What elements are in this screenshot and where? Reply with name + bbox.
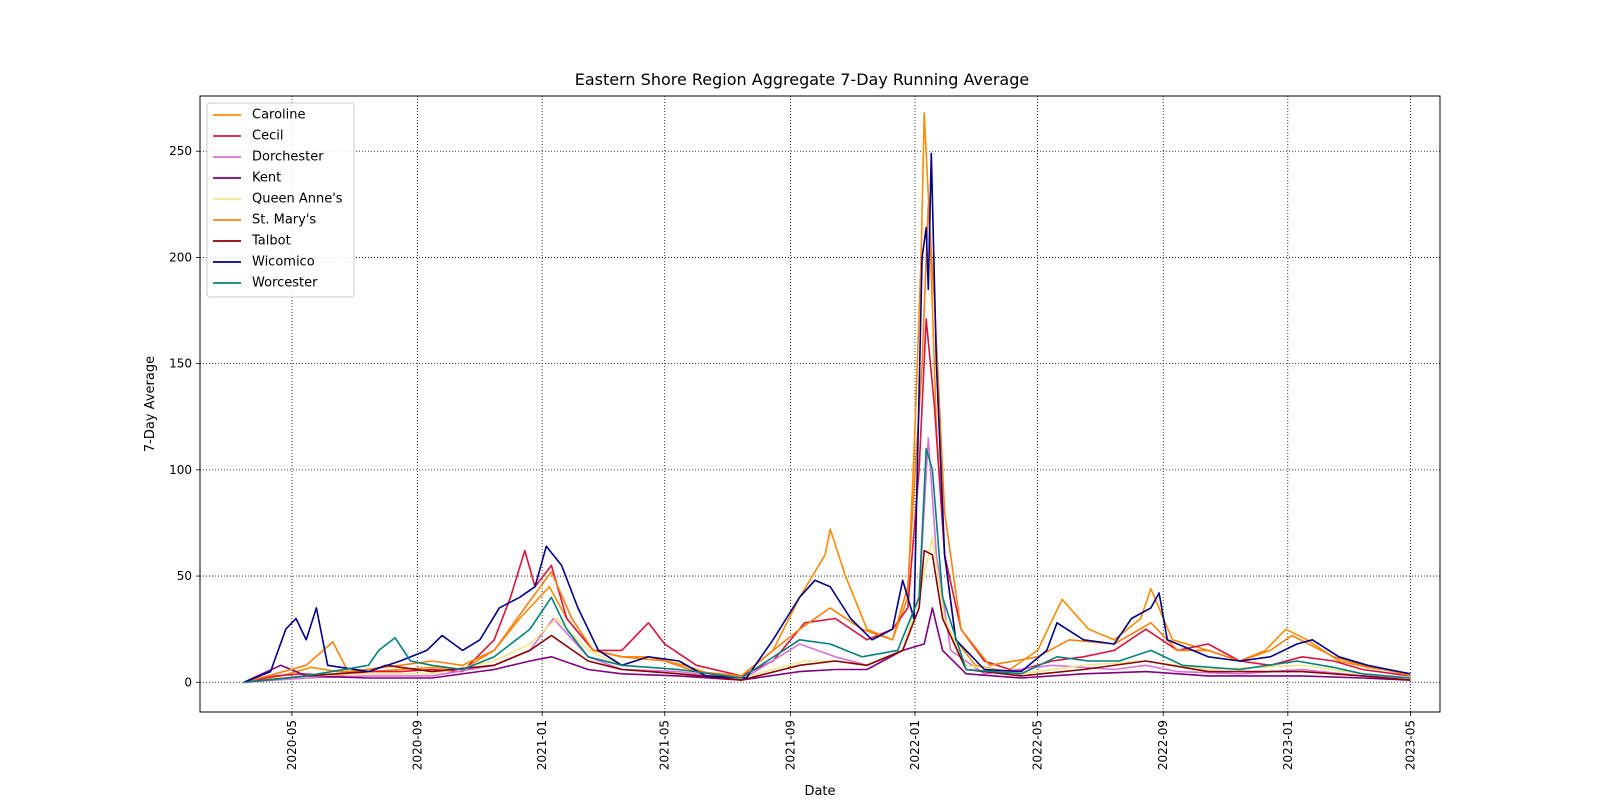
y-axis-label: 7-Day Average (143, 356, 158, 452)
legend-label-dorchester: Dorchester (252, 150, 324, 165)
x-tick-label: 2023-05 (1403, 720, 1417, 770)
legend-label-worcester: Worcester (252, 276, 318, 291)
x-tick-label: 2021-01 (535, 720, 549, 770)
legend-label-st-mary-s: St. Mary's (252, 213, 316, 228)
y-tick-label: 50 (177, 569, 192, 583)
x-tick-label: 2021-09 (783, 720, 797, 770)
series-line-cecil (243, 318, 1411, 684)
series-lines (243, 112, 1411, 684)
y-tick-label: 200 (169, 250, 192, 264)
y-axis-ticks: 0 50 100 150 200 250 (169, 144, 200, 689)
y-tick-label: 100 (169, 463, 192, 477)
legend-label-talbot: Talbot (251, 234, 291, 249)
x-tick-label: 2021-05 (658, 720, 672, 770)
series-line-wicomico (243, 152, 1411, 684)
legend-label-caroline: Caroline (252, 108, 306, 123)
legend: Caroline Cecil Dorchester Kent Queen Anne's S… (206, 102, 355, 298)
x-axis-label: Date (804, 784, 835, 799)
series-line-worcester (243, 447, 1411, 684)
x-tick-label: 2020-09 (411, 720, 425, 770)
series-line-kent (243, 607, 1411, 684)
y-tick-label: 150 (169, 357, 192, 371)
chart-title: Eastern Shore Region Aggregate 7-Day Run… (575, 70, 1029, 89)
legend-label-wicomico: Wicomico (252, 255, 315, 270)
legend-box (206, 102, 355, 298)
legend-label-cecil: Cecil (252, 129, 283, 144)
x-tick-label: 2023-01 (1281, 720, 1295, 770)
plot-frame (199, 95, 1441, 713)
x-axis-ticks: 2020-05 2020-09 2021-01 2021-05 2021-09 2022-… (285, 712, 1417, 770)
legend-label-kent: Kent (252, 171, 281, 186)
x-tick-label: 2020-05 (285, 720, 299, 770)
legend-label-queen-anne-s: Queen Anne's (252, 192, 343, 207)
x-tick-label: 2022-01 (908, 720, 922, 770)
x-tick-label: 2022-05 (1031, 720, 1045, 770)
series-line-st-mary-s (243, 203, 1411, 684)
x-tick-label: 2022-09 (1156, 720, 1170, 770)
y-tick-label: 0 (184, 675, 192, 689)
y-tick-label: 250 (169, 144, 192, 158)
